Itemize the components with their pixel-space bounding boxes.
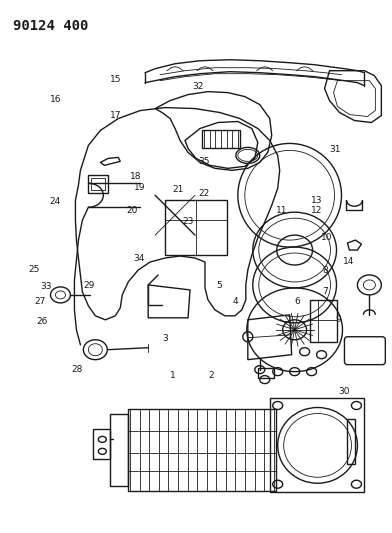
Text: 15: 15 <box>110 75 122 84</box>
Text: 20: 20 <box>126 206 137 215</box>
Text: 35: 35 <box>198 157 210 166</box>
Text: 27: 27 <box>34 296 45 305</box>
Text: 4: 4 <box>232 296 238 305</box>
Text: 18: 18 <box>130 172 141 181</box>
Bar <box>347 419 356 464</box>
Text: 2: 2 <box>209 371 214 380</box>
Text: 34: 34 <box>134 254 145 263</box>
Text: 1: 1 <box>170 371 176 380</box>
Bar <box>110 415 128 486</box>
Text: 14: 14 <box>343 257 354 265</box>
Bar <box>258 368 274 377</box>
Text: 26: 26 <box>36 317 47 326</box>
Text: 31: 31 <box>329 145 340 154</box>
Bar <box>128 409 276 491</box>
Text: 32: 32 <box>192 83 203 92</box>
Text: 22: 22 <box>198 189 209 198</box>
Text: 11: 11 <box>276 206 288 215</box>
Text: 21: 21 <box>173 185 184 194</box>
Text: 7: 7 <box>322 287 328 296</box>
Text: 3: 3 <box>162 334 168 343</box>
Text: 17: 17 <box>110 111 122 119</box>
Text: 12: 12 <box>311 206 323 215</box>
Text: 16: 16 <box>50 95 61 104</box>
Text: 9: 9 <box>336 315 341 324</box>
Text: 29: 29 <box>83 280 94 289</box>
Bar <box>88 175 108 193</box>
Bar <box>310 300 338 342</box>
Bar <box>202 131 240 148</box>
Text: 8: 8 <box>322 266 328 275</box>
Bar <box>165 200 227 255</box>
Text: 6: 6 <box>295 296 300 305</box>
Text: 5: 5 <box>216 280 222 289</box>
Text: 19: 19 <box>134 183 145 192</box>
Text: 30: 30 <box>339 387 350 396</box>
Text: 23: 23 <box>183 217 194 226</box>
Bar <box>91 179 105 190</box>
Text: 13: 13 <box>311 196 323 205</box>
Bar <box>270 398 365 492</box>
Text: 10: 10 <box>321 233 332 242</box>
Text: 24: 24 <box>50 197 61 206</box>
Bar <box>93 430 110 459</box>
Text: 28: 28 <box>71 365 83 374</box>
Text: 33: 33 <box>40 282 51 291</box>
Text: 90124 400: 90124 400 <box>13 19 88 33</box>
Text: 25: 25 <box>28 265 40 273</box>
